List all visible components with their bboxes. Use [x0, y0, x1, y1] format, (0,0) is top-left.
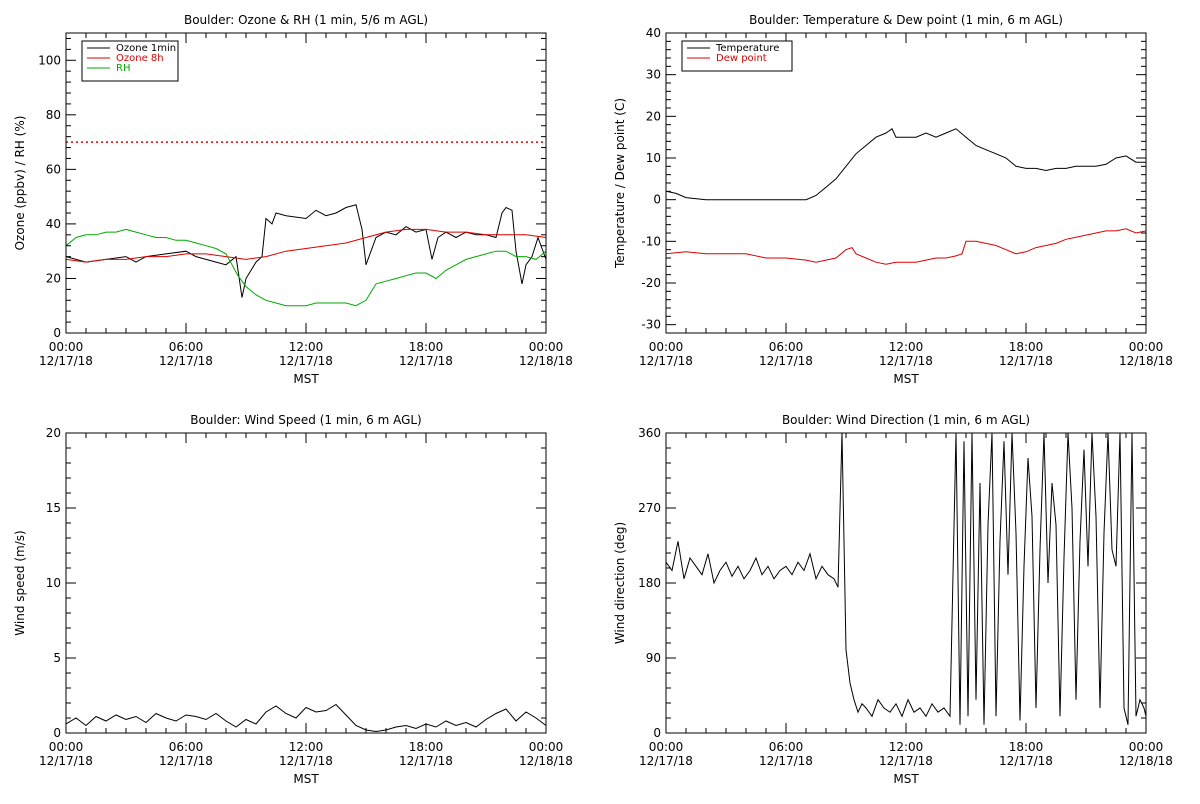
x-tick-label: 00:00	[529, 340, 564, 354]
chart-panel-2: Boulder: Temperature & Dew point (1 min,…	[613, 13, 1173, 386]
chart-panel-4: Boulder: Wind Direction (1 min, 6 m AGL)…	[613, 413, 1173, 786]
y-tick-label: 60	[46, 162, 61, 176]
y-tick-label: -20	[641, 276, 661, 290]
x-tick-label: 06:00	[169, 740, 204, 754]
y-tick-label: 90	[646, 651, 661, 665]
x-tick-label: 12:00	[889, 740, 924, 754]
legend-label: RH	[116, 63, 130, 74]
series-line-wind-speed	[66, 703, 546, 733]
x-tick-label: 12/17/18	[399, 354, 453, 368]
plot-frame	[665, 32, 1147, 334]
y-tick-label: 40	[646, 26, 661, 40]
y-tick-label: 20	[46, 271, 61, 285]
x-tick-label: 06:00	[769, 740, 804, 754]
chart-title: Boulder: Wind Speed (1 min, 6 m AGL)	[190, 413, 422, 427]
x-tick-label: 18:00	[1009, 740, 1044, 754]
series-line-dew-point	[666, 228, 1146, 265]
y-tick-label: 30	[646, 68, 661, 82]
y-tick-label: -30	[641, 318, 661, 332]
x-tick-label: 12/18/18	[519, 754, 573, 768]
y-tick-label: 80	[46, 108, 61, 122]
x-tick-label: 12/17/18	[759, 754, 813, 768]
y-tick-label: 5	[53, 651, 61, 665]
y-tick-label: 0	[53, 726, 61, 740]
x-tick-label: 00:00	[49, 740, 84, 754]
series-line-ozone-1min	[66, 204, 546, 298]
x-tick-label: 12:00	[889, 340, 924, 354]
x-tick-label: 12:00	[289, 740, 324, 754]
y-tick-label: 10	[646, 151, 661, 165]
legend-label: Ozone 1min	[116, 43, 176, 54]
plot-frame	[65, 432, 547, 734]
x-tick-label: 12/18/18	[519, 354, 573, 368]
x-tick-label: 18:00	[409, 740, 444, 754]
legend-label: Dew point	[716, 53, 767, 64]
x-tick-label: 00:00	[49, 340, 84, 354]
x-tick-label: 06:00	[769, 340, 804, 354]
y-tick-label: 100	[38, 53, 61, 67]
x-tick-label: 12/17/18	[279, 354, 333, 368]
y-tick-label: 360	[638, 426, 661, 440]
y-tick-label: 0	[653, 726, 661, 740]
y-axis-label: Ozone (ppbv) / RH (%)	[13, 116, 27, 251]
x-axis-label: MST	[293, 372, 319, 386]
x-tick-label: 00:00	[1129, 340, 1164, 354]
legend-label: Temperature	[715, 43, 779, 54]
chart-title: Boulder: Wind Direction (1 min, 6 m AGL)	[782, 413, 1030, 427]
y-tick-label: 20	[46, 426, 61, 440]
chart-panel-1: Boulder: Ozone & RH (1 min, 5/6 m AGL) Oz…	[13, 13, 573, 386]
x-axis-label: MST	[293, 772, 319, 786]
chart-panel-3: Boulder: Wind Speed (1 min, 6 m AGL) Wind…	[13, 413, 573, 786]
x-axis-label: MST	[893, 372, 919, 386]
x-tick-label: 12/17/18	[999, 354, 1053, 368]
y-axis-label: Wind direction (deg)	[613, 522, 627, 644]
y-axis-label: Temperature / Dew point (C)	[613, 98, 627, 269]
series-line-temperature	[666, 128, 1146, 201]
x-axis-label: MST	[893, 772, 919, 786]
x-tick-label: 12/17/18	[639, 354, 693, 368]
x-tick-label: 12/18/18	[1119, 754, 1173, 768]
x-tick-label: 12/17/18	[759, 354, 813, 368]
y-tick-label: 10	[46, 576, 61, 590]
y-tick-label: 0	[53, 326, 61, 340]
chart-title: Boulder: Temperature & Dew point (1 min,…	[749, 13, 1063, 27]
y-tick-label: 0	[653, 193, 661, 207]
x-tick-label: 12/17/18	[39, 354, 93, 368]
y-tick-label: 180	[638, 576, 661, 590]
x-tick-label: 12/17/18	[399, 754, 453, 768]
x-tick-label: 12/17/18	[159, 354, 213, 368]
x-tick-label: 12/17/18	[879, 754, 933, 768]
y-tick-label: 40	[46, 217, 61, 231]
y-tick-label: 270	[638, 501, 661, 515]
x-tick-label: 12/17/18	[999, 754, 1053, 768]
y-tick-label: 20	[646, 109, 661, 123]
x-tick-label: 12/17/18	[639, 754, 693, 768]
legend-label: Ozone 8h	[116, 53, 164, 64]
y-tick-label: 15	[46, 501, 61, 515]
chart-title: Boulder: Ozone & RH (1 min, 5/6 m AGL)	[184, 13, 428, 27]
y-tick-label: -10	[641, 234, 661, 248]
legend-box	[681, 40, 793, 72]
x-tick-label: 12/18/18	[1119, 354, 1173, 368]
x-tick-label: 00:00	[649, 340, 684, 354]
x-tick-label: 00:00	[649, 740, 684, 754]
x-tick-label: 00:00	[1129, 740, 1164, 754]
x-tick-label: 06:00	[169, 340, 204, 354]
x-tick-label: 18:00	[1009, 340, 1044, 354]
x-tick-label: 12/17/18	[279, 754, 333, 768]
x-tick-label: 12:00	[289, 340, 324, 354]
series-line-rh	[66, 228, 546, 307]
y-axis-label: Wind speed (m/s)	[13, 530, 27, 635]
x-tick-label: 12/17/18	[39, 754, 93, 768]
x-tick-label: 12/17/18	[879, 354, 933, 368]
x-tick-label: 00:00	[529, 740, 564, 754]
x-tick-label: 18:00	[409, 340, 444, 354]
series-line-wind-direction	[666, 433, 1146, 725]
x-tick-label: 12/17/18	[159, 754, 213, 768]
series-line-ozone-8h	[66, 228, 546, 263]
